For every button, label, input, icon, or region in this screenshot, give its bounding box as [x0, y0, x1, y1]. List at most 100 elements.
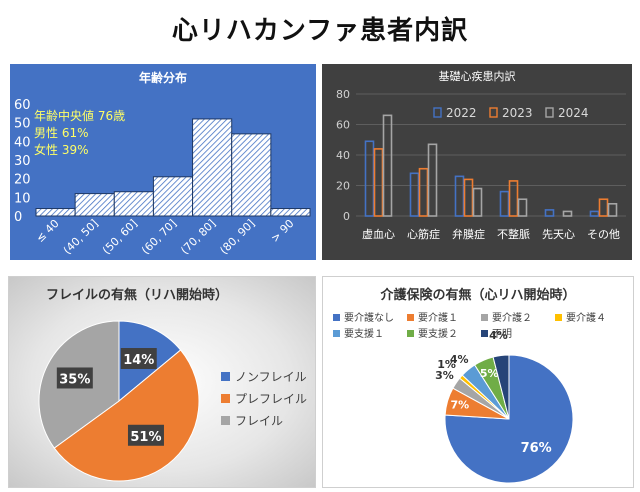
age-bar	[74, 193, 115, 217]
age-xtick-label: (60, 70]	[139, 217, 179, 257]
care-legend-label: 要支援１	[344, 327, 384, 340]
disease-chart-svg: 基礎心疾患内訳 0 20 40 60 80 虚血心 心筋症 弁膜症 不整脈 先天心 その他 202…	[336, 69, 626, 241]
care-legend-label: 要介護１	[418, 311, 458, 324]
disease-breakdown-chart: 基礎心疾患内訳 0 20 40 60 80 虚血心 心筋症 弁膜症 不整脈 先天心 その他 202…	[322, 64, 632, 260]
care-slice	[492, 354, 510, 420]
disease-bar	[382, 114, 393, 217]
disease-xtick-label: 弁膜症	[452, 227, 485, 241]
disease-xtick-label: 虚血心	[362, 227, 395, 241]
age-bar	[113, 191, 154, 217]
disease-bar	[598, 198, 609, 217]
disease-bar	[409, 172, 420, 217]
care-legend-swatch	[555, 314, 562, 321]
disease-xtick-label: 心筋症	[407, 227, 440, 241]
care-legend-swatch	[407, 314, 414, 321]
disease-bar	[454, 175, 465, 217]
age-bar	[231, 133, 272, 217]
care-data-label: 1%	[437, 358, 456, 371]
frailty-legend-label: プレフレイル	[235, 392, 307, 406]
age-annotation: 男性 61%	[34, 126, 89, 140]
disease-bar	[373, 148, 384, 217]
age-annotation: 年齢中央値 76歳	[34, 108, 125, 123]
age-distribution-chart: 年齢分布 0 10 20 30 40 50 60 ≤ 40 (40, 50] (50, 60](…	[10, 64, 316, 260]
care-legend-swatch	[333, 314, 340, 321]
care-legend-label: 要介護４	[566, 311, 606, 324]
age-xtick-label: (80, 90]	[217, 217, 257, 257]
frailty-legend-swatch	[221, 394, 230, 403]
frailty-data-label: 14%	[123, 353, 154, 368]
age-xtick-label: ≤ 40	[34, 217, 62, 245]
disease-bar	[418, 167, 429, 217]
disease-bar	[607, 203, 618, 217]
age-ytick-label: 40	[14, 135, 31, 150]
age-xtick-label: (70, 80]	[178, 217, 218, 257]
care-legend-label: 不明	[492, 328, 512, 340]
disease-bar	[517, 198, 528, 217]
frailty-legend-swatch	[221, 372, 230, 381]
frailty-legend-swatch	[221, 416, 230, 425]
care-legend-swatch	[407, 330, 414, 337]
age-bar	[270, 208, 311, 217]
care-chart-title: 介護保険の有無（心リハ開始時）	[379, 287, 575, 303]
age-xtick-label: > 90	[268, 217, 296, 245]
frailty-label-box	[56, 367, 93, 389]
frailty-chart: フレイルの有無（リハ開始時） 14% 51% 35% ノンフレイル プレフレイル フレイ…	[8, 276, 316, 488]
disease-bar	[364, 140, 375, 217]
page-title: 心リハカンファ患者内訳	[171, 16, 469, 46]
care-data-label: 4%	[489, 329, 508, 342]
disease-ytick-label: 60	[336, 119, 350, 132]
frailty-label-box	[127, 424, 164, 446]
age-ytick-label: 10	[14, 191, 31, 206]
frailty-data-label: 35%	[59, 372, 90, 387]
frailty-slice	[53, 349, 200, 482]
frailty-legend-label: フレイル	[235, 414, 283, 428]
disease-xtick-label: その他	[587, 228, 620, 241]
care-legend-swatch	[333, 330, 340, 337]
disease-xtick-label: 不整脈	[497, 227, 530, 241]
care-insurance-chart: 介護保険の有無（心リハ開始時） 要介護なし 要介護１ 要介護２ 要介護４ 要支援１ 要支援…	[322, 276, 634, 488]
disease-legend-label: 2022	[446, 106, 477, 120]
care-legend-label: 要介護なし	[344, 311, 394, 324]
care-chart-svg: 介護保険の有無（心リハ開始時） 要介護なし 要介護１ 要介護２ 要介護４ 要支援１ 要支援…	[333, 287, 606, 484]
age-ytick-label: 0	[14, 210, 22, 225]
care-data-label: 3%	[435, 369, 454, 382]
age-bar	[152, 176, 194, 217]
age-bar	[192, 118, 233, 217]
disease-bar	[589, 210, 600, 217]
age-xtick-label: (40, 50]	[61, 217, 101, 257]
age-ytick-label: 20	[14, 173, 31, 188]
disease-chart-title: 基礎心疾患内訳	[439, 69, 516, 83]
disease-ytick-label: 40	[336, 149, 350, 162]
frailty-chart-svg: フレイルの有無（リハ開始時） 14% 51% 35% ノンフレイルプレフレイルフレイ…	[38, 287, 307, 482]
disease-legend-swatch	[545, 107, 554, 118]
care-data-label: 76%	[521, 441, 552, 456]
disease-legend-swatch	[433, 107, 442, 118]
age-bar	[35, 208, 76, 217]
disease-ytick-label: 80	[336, 88, 350, 101]
care-data-label: 7%	[450, 399, 469, 412]
age-ytick-label: 50	[14, 117, 31, 132]
frailty-legend-label: ノンフレイル	[235, 370, 307, 384]
disease-bar	[472, 187, 483, 217]
disease-ytick-label: 0	[343, 210, 350, 223]
disease-bar	[544, 209, 555, 217]
care-legend-swatch	[481, 330, 488, 337]
age-ytick-label: 60	[14, 98, 31, 113]
care-legend-label: 要支援２	[418, 327, 458, 340]
disease-xtick-label: 先天心	[542, 228, 575, 241]
frailty-label-box	[120, 348, 157, 370]
disease-bar	[427, 143, 438, 217]
care-legend-label: 要介護２	[492, 311, 532, 324]
disease-ytick-label: 20	[336, 180, 350, 193]
disease-legend-label: 2024	[558, 106, 589, 120]
care-data-label: 5%	[480, 367, 499, 380]
age-ytick-label: 30	[14, 154, 31, 169]
age-annotation: 女性 39%	[34, 142, 89, 157]
care-data-label: 4%	[450, 353, 469, 366]
age-chart-title: 年齢分布	[139, 70, 187, 85]
disease-bar	[508, 180, 519, 217]
disease-bar	[463, 178, 474, 217]
disease-legend-label: 2023	[502, 106, 533, 120]
frailty-chart-title: フレイルの有無（リハ開始時）	[46, 287, 228, 303]
